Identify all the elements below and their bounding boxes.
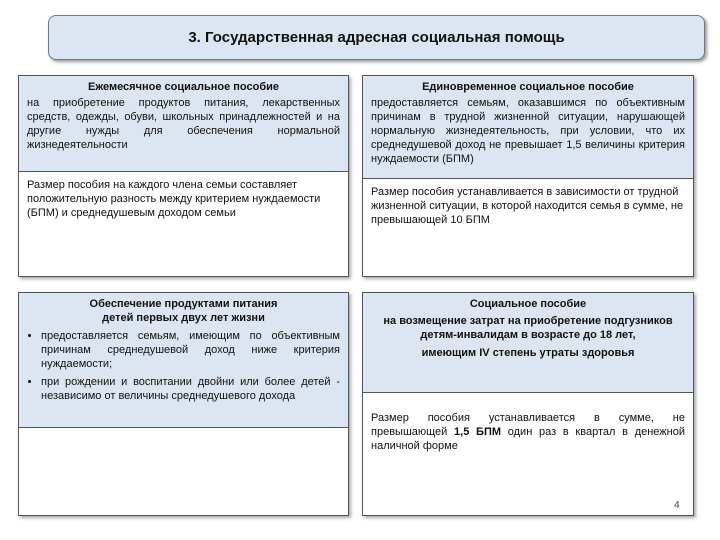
panel-heading: имеющим IV степень утраты здоровья [421, 347, 635, 359]
panel-heading: на возмещение затрат на приобретение под… [383, 315, 673, 341]
panel-header: Обеспечение продуктами питания детей пер… [19, 293, 348, 428]
panel-description: на приобретение продуктов питания, лекар… [27, 97, 340, 151]
panel-header: Единовременное социальное пособие предос… [363, 76, 693, 179]
panel-heading: Социальное пособие [469, 298, 587, 310]
panel-details: Размер пособия на каждого члена семьи со… [27, 179, 321, 219]
panel-header: Ежемесячное социальное пособие на приобр… [19, 76, 348, 172]
page-number: 4 [674, 500, 680, 511]
panel: Ежемесячное социальное пособие на приобр… [18, 75, 349, 277]
text: один раз в квартал в денежной наличной ф… [371, 426, 685, 452]
panel-description: предоставляется семьям, оказавшимся по о… [371, 97, 685, 165]
panel-details: Размер пособия устанавливается в зависим… [371, 186, 684, 226]
panel: Обеспечение продуктами питания детей пер… [18, 292, 349, 516]
panel: Социальное пособие на возмещение затрат … [362, 292, 694, 516]
bullet: при рождении и воспитании двойни или бол… [41, 375, 340, 403]
panel-heading: Обеспечение продуктами питания [89, 298, 278, 310]
panel-header: Социальное пособие на возмещение затрат … [363, 293, 693, 393]
bullet: предоставляется семьям, имеющим по объек… [41, 329, 340, 371]
panel-heading: детей первых двух лет жизни [102, 312, 265, 324]
panel-heading: Единовременное социальное пособие [422, 81, 634, 93]
text-bold: 1,5 БПМ [454, 426, 502, 438]
panel: Единовременное социальное пособие предос… [362, 75, 694, 277]
text: Размер пособия устанавливается в сумме, … [371, 412, 685, 438]
slide-title: 3. Государственная адресная социальная п… [48, 15, 705, 60]
bullet-list: предоставляется семьям, имеющим по объек… [27, 329, 340, 403]
panel-heading: Ежемесячное социальное пособие [87, 81, 280, 93]
panel-details: Размер пособия устанавливается в сумме, … [363, 393, 693, 459]
